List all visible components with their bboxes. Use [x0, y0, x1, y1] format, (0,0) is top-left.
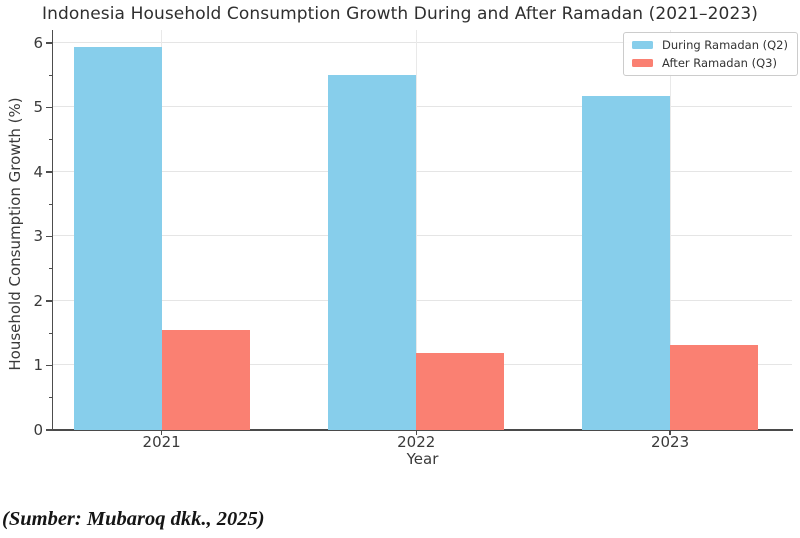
- y-tick-0: [46, 429, 53, 431]
- gridline-y-3: [53, 235, 792, 237]
- bar-after-2023: [670, 345, 759, 430]
- y-tick-3: [46, 235, 53, 238]
- y-axis-spine: [52, 30, 54, 430]
- y-tick-label-1: 1: [33, 356, 43, 375]
- bar-during-2022: [328, 74, 417, 430]
- y-minor-tick: [49, 397, 53, 399]
- y-minor-tick: [49, 268, 53, 270]
- y-tick-label-2: 2: [33, 291, 43, 310]
- gridline-x-2023: [669, 30, 671, 430]
- legend: During Ramadan (Q2) After Ramadan (Q3): [623, 32, 798, 76]
- gridline-x-2022: [415, 30, 417, 430]
- x-tick-2022: [415, 431, 417, 435]
- y-minor-tick: [49, 74, 53, 76]
- bar-during-2021: [73, 47, 162, 430]
- x-tick-label-2023: 2023: [650, 433, 690, 451]
- bar-after-2022: [416, 352, 505, 430]
- y-tick-label-6: 6: [33, 33, 43, 52]
- y-tick-label-4: 4: [33, 162, 43, 181]
- source-caption: (Sumber: Mubaroq dkk., 2025): [2, 508, 265, 530]
- gridline-y-6: [53, 41, 792, 43]
- legend-swatch-during: [632, 41, 653, 49]
- x-axis-label: Year: [406, 450, 439, 468]
- chart-title: Indonesia Household Consumption Growth D…: [41, 4, 759, 24]
- x-tick-label-2022: 2022: [397, 433, 436, 451]
- y-tick-6: [46, 42, 53, 44]
- legend-swatch-after: [632, 59, 653, 67]
- y-tick-5: [46, 106, 53, 109]
- y-tick-label-5: 5: [33, 98, 43, 117]
- y-minor-tick: [49, 139, 53, 141]
- y-minor-tick: [49, 203, 53, 205]
- x-tick-label-2021: 2021: [142, 433, 181, 451]
- bar-during-2023: [582, 96, 671, 430]
- x-tick-2023: [669, 431, 671, 435]
- legend-label-during: During Ramadan (Q2): [662, 38, 788, 52]
- plot-area: [46, 30, 793, 435]
- y-tick-label-3: 3: [33, 227, 43, 246]
- y-minor-tick: [49, 332, 53, 334]
- gridline-y-5: [53, 106, 792, 108]
- y-tick-label-0: 0: [33, 421, 43, 439]
- x-tick-2021: [160, 431, 163, 435]
- legend-label-after: After Ramadan (Q3): [662, 56, 777, 70]
- legend-item-during: During Ramadan (Q2): [632, 38, 788, 52]
- gridline-y-4: [53, 170, 792, 172]
- y-tick-1: [46, 364, 53, 367]
- y-tick-4: [46, 171, 53, 173]
- gridline-y-2: [53, 299, 792, 301]
- legend-item-after: After Ramadan (Q3): [632, 56, 788, 70]
- gridline-x-2021: [161, 30, 163, 430]
- y-tick-2: [46, 300, 53, 302]
- bar-after-2021: [161, 330, 250, 430]
